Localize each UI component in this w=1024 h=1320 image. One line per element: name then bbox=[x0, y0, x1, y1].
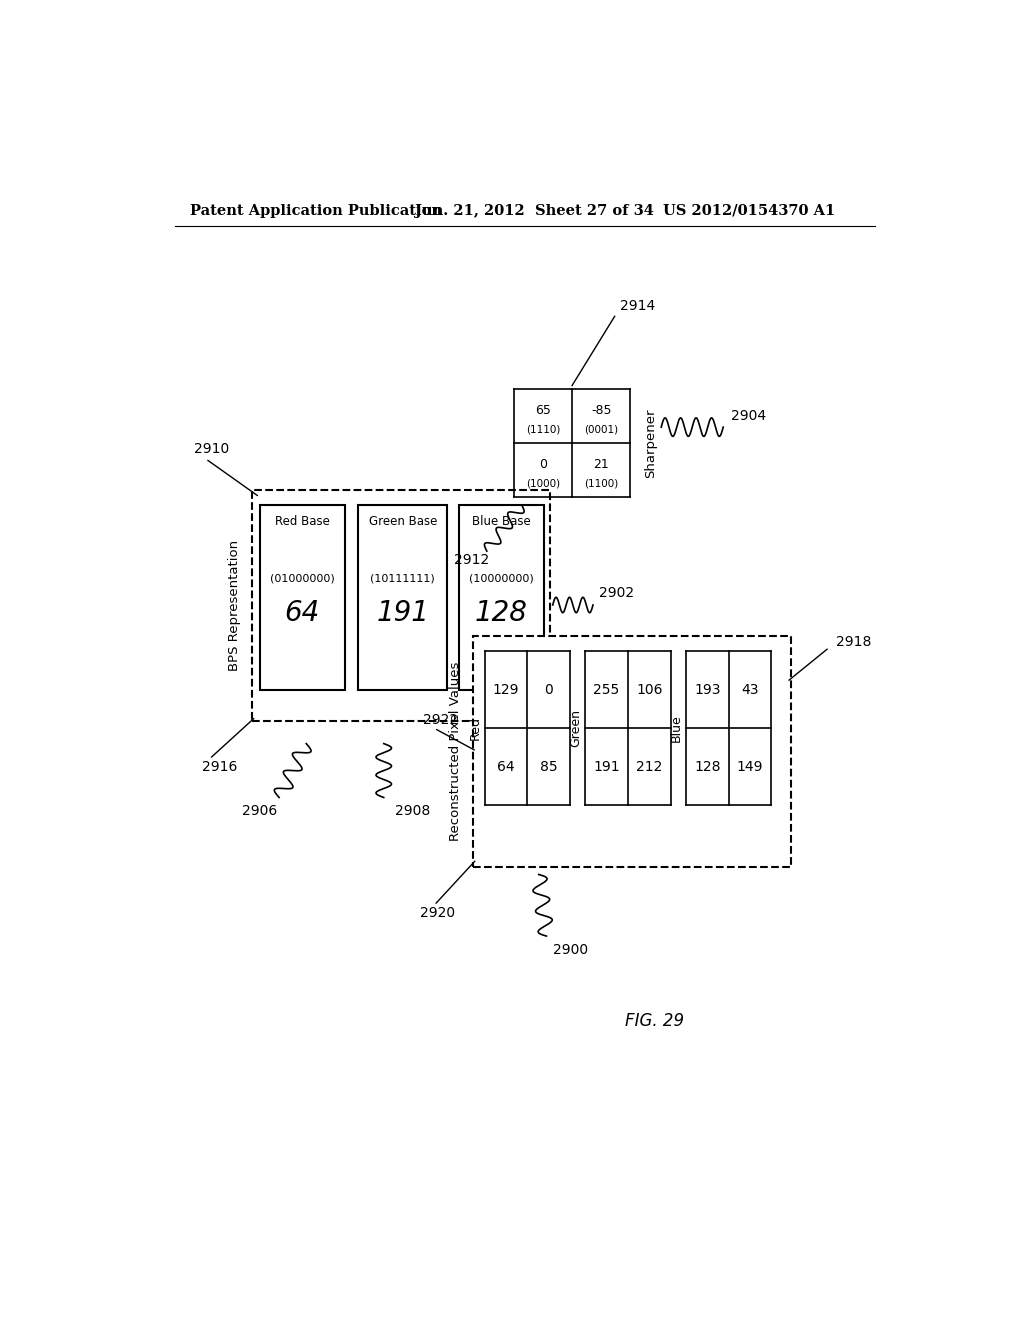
Text: (10111111): (10111111) bbox=[371, 573, 435, 583]
Text: (0001): (0001) bbox=[584, 425, 618, 434]
Text: (1100): (1100) bbox=[584, 479, 618, 488]
Text: 255: 255 bbox=[594, 682, 620, 697]
Text: 64: 64 bbox=[497, 760, 515, 774]
Text: 2914: 2914 bbox=[621, 300, 655, 313]
Text: Green: Green bbox=[569, 709, 583, 747]
Text: 0: 0 bbox=[544, 682, 553, 697]
Text: 2900: 2900 bbox=[553, 942, 588, 957]
Text: (1000): (1000) bbox=[526, 479, 560, 488]
Text: 21: 21 bbox=[593, 458, 609, 471]
Text: 212: 212 bbox=[636, 760, 663, 774]
Text: US 2012/0154370 A1: US 2012/0154370 A1 bbox=[663, 203, 835, 218]
Text: Patent Application Publication: Patent Application Publication bbox=[190, 203, 442, 218]
Text: Blue Base: Blue Base bbox=[472, 515, 530, 528]
Text: Jun. 21, 2012  Sheet 27 of 34: Jun. 21, 2012 Sheet 27 of 34 bbox=[415, 203, 653, 218]
Text: BPS Representation: BPS Representation bbox=[228, 540, 242, 671]
Text: 2904: 2904 bbox=[731, 409, 766, 422]
Text: 2920: 2920 bbox=[420, 906, 456, 920]
Text: Reconstructed Pixel Values: Reconstructed Pixel Values bbox=[450, 661, 462, 841]
Text: 149: 149 bbox=[736, 760, 763, 774]
Bar bbox=[252, 490, 550, 721]
Text: 2918: 2918 bbox=[836, 635, 871, 649]
Text: 128: 128 bbox=[694, 760, 721, 774]
Text: 191: 191 bbox=[376, 599, 429, 627]
Text: 2910: 2910 bbox=[194, 442, 229, 457]
Text: 193: 193 bbox=[694, 682, 721, 697]
Text: 0: 0 bbox=[539, 458, 547, 471]
Text: 2916: 2916 bbox=[202, 760, 237, 774]
Bar bbox=[473, 636, 791, 867]
Text: 2922: 2922 bbox=[423, 714, 458, 727]
Bar bbox=[459, 506, 544, 689]
Text: (1110): (1110) bbox=[526, 425, 560, 434]
Text: Red Base: Red Base bbox=[274, 515, 330, 528]
Text: 2902: 2902 bbox=[599, 586, 634, 601]
Text: 191: 191 bbox=[593, 760, 620, 774]
Text: (01000000): (01000000) bbox=[270, 573, 335, 583]
Text: Green Base: Green Base bbox=[369, 515, 437, 528]
Text: 65: 65 bbox=[536, 404, 551, 417]
Bar bbox=[260, 506, 345, 689]
Text: 43: 43 bbox=[741, 682, 759, 697]
Text: 128: 128 bbox=[475, 599, 528, 627]
Bar bbox=[358, 506, 447, 689]
Text: (10000000): (10000000) bbox=[469, 573, 534, 583]
Text: Red: Red bbox=[469, 717, 481, 741]
Text: 129: 129 bbox=[493, 682, 519, 697]
Text: FIG. 29: FIG. 29 bbox=[626, 1012, 685, 1030]
Text: Sharpener: Sharpener bbox=[644, 409, 657, 478]
Text: 106: 106 bbox=[636, 682, 663, 697]
Text: 85: 85 bbox=[540, 760, 557, 774]
Text: 2912: 2912 bbox=[454, 553, 488, 568]
Text: Blue: Blue bbox=[670, 714, 683, 742]
Text: 2906: 2906 bbox=[242, 804, 278, 818]
Text: 64: 64 bbox=[285, 599, 319, 627]
Text: 2908: 2908 bbox=[395, 804, 431, 818]
Text: -85: -85 bbox=[591, 404, 611, 417]
